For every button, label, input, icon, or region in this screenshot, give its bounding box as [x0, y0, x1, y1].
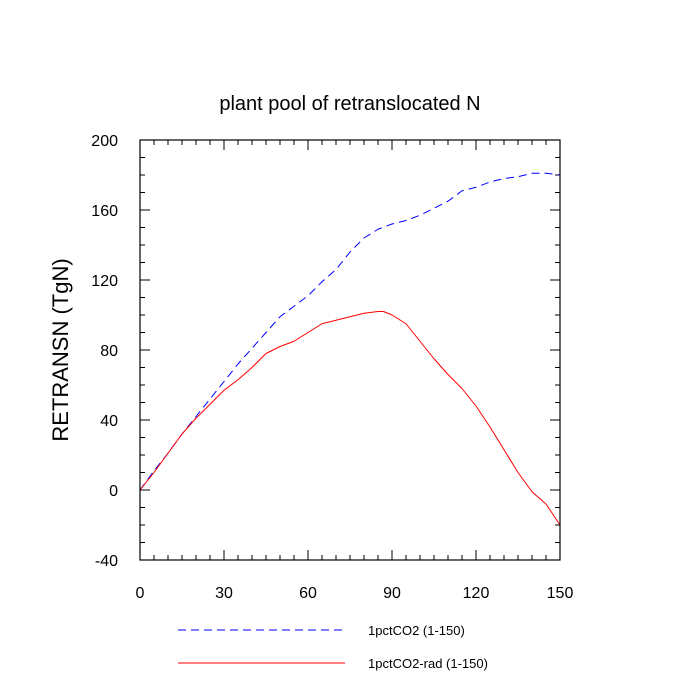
y-tick-label: 200 [91, 133, 118, 150]
y-tick-label: 0 [109, 483, 118, 500]
y-tick-label: 40 [100, 413, 118, 430]
axis-ticks: 0 30 60 90 120 150 -40 0 40 80 120 160 200 [91, 133, 573, 602]
x-tick-label: 60 [299, 585, 317, 602]
legend-label-2: 1pctCO2-rad (1-150) [368, 656, 488, 671]
series-line-1 [139, 172, 561, 491]
y-axis-label: RETRANSN (TgN) [48, 258, 73, 441]
plot-frame [139, 139, 561, 561]
series-layer [139, 172, 561, 526]
y-tick-label: -40 [95, 553, 118, 570]
x-tick-label: 30 [215, 585, 233, 602]
y-tick-label: 120 [91, 273, 118, 290]
legend: 1pctCO2 (1-150) 1pctCO2-rad (1-150) [178, 623, 488, 671]
series-line-2 [139, 311, 561, 526]
chart-title: plant pool of retranslocated N [219, 93, 480, 115]
x-tick-label: 0 [136, 585, 145, 602]
y-tick-label: 160 [91, 203, 118, 220]
x-tick-label: 150 [547, 585, 574, 602]
y-tick-label: 80 [100, 343, 118, 360]
legend-label-1: 1pctCO2 (1-150) [368, 623, 465, 638]
x-tick-label: 120 [463, 585, 490, 602]
x-tick-label: 90 [383, 585, 401, 602]
